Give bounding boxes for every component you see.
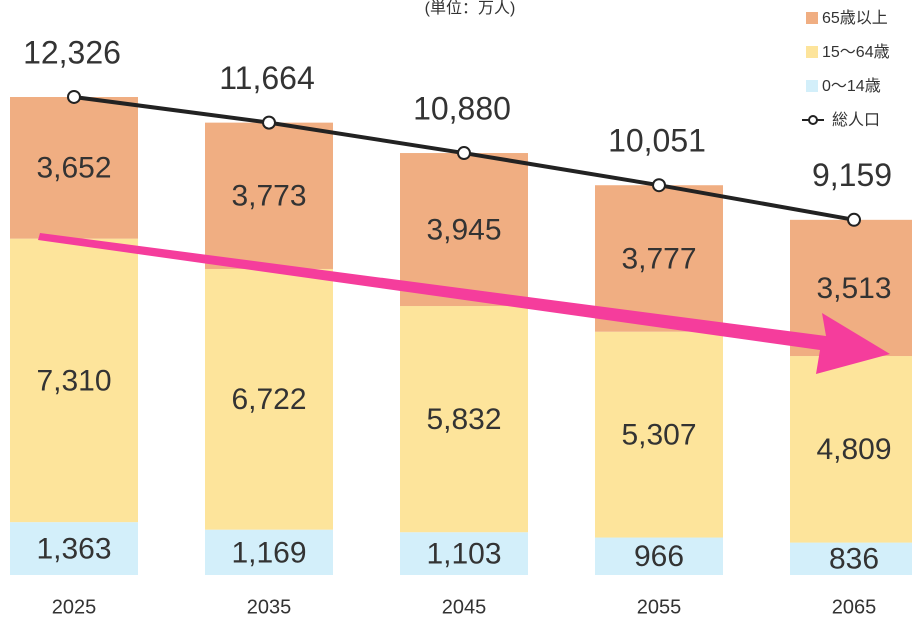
bar-segment: [205, 268, 333, 530]
bar-segment: [595, 537, 723, 575]
total-point: [262, 115, 276, 130]
total-point: [67, 89, 81, 104]
total-label: 12,326: [23, 34, 121, 70]
total-label: 9,159: [812, 157, 892, 193]
bar-segment: [10, 238, 138, 523]
total-label: 11,664: [219, 60, 315, 96]
value-label: 4,809: [816, 433, 891, 466]
value-label: 5,307: [621, 419, 696, 452]
chart-subtitle: (単位：万人): [425, 0, 516, 17]
value-label: 3,777: [621, 242, 696, 275]
bar-segment: [790, 356, 912, 543]
value-label: 5,832: [426, 403, 501, 436]
bar-segment: [400, 306, 528, 533]
value-label: 7,310: [36, 364, 111, 397]
legend-swatch: [806, 12, 818, 24]
bar-segment: [10, 522, 138, 575]
legend-marker: [808, 115, 818, 125]
total-point: [457, 146, 471, 161]
x-tick-label: 2045: [442, 596, 487, 618]
bar-segment: [205, 122, 333, 269]
x-tick-label: 2025: [52, 596, 97, 618]
bar-segment: [790, 542, 912, 575]
value-label: 1,363: [36, 532, 111, 565]
x-tick-label: 2055: [637, 596, 682, 618]
overlay: 1,363 7,310 3,652 2025 1,169 6,722 3,773 2035 1,…: [23, 9, 892, 618]
bar-segment: [400, 153, 528, 307]
x-tick-label: 2035: [247, 596, 292, 618]
bar-segment: [205, 529, 333, 575]
legend-label: 0〜14歳: [822, 77, 881, 95]
total-label: 10,880: [413, 90, 511, 126]
legend-swatch: [806, 80, 818, 92]
value-label: 1,169: [231, 536, 306, 569]
bar-segment: [400, 532, 528, 575]
bar-segment: [595, 331, 723, 538]
legend-label: 総人口: [832, 111, 880, 129]
legend-label: 15〜64歳: [822, 43, 890, 61]
total-label: 10,051: [608, 123, 706, 159]
value-label: 6,722: [231, 383, 306, 416]
value-label: 966: [634, 540, 684, 573]
legend-label: 65歳以上: [822, 9, 888, 27]
trend-arrow: [38, 233, 890, 374]
value-label: 3,513: [816, 272, 891, 305]
bar-segment: [10, 97, 138, 239]
value-label: 836: [829, 543, 879, 576]
bar-segment: [595, 185, 723, 332]
value-label: 3,773: [231, 180, 306, 213]
bars: [10, 97, 912, 575]
total-point: [847, 212, 861, 227]
value-label: 3,652: [36, 152, 111, 185]
value-label: 1,103: [426, 538, 501, 571]
total-point: [652, 178, 666, 193]
value-label: 3,945: [426, 213, 501, 246]
legend-swatch: [806, 46, 818, 58]
arrow-shape: [38, 233, 890, 374]
x-tick-label: 2065: [832, 596, 877, 618]
